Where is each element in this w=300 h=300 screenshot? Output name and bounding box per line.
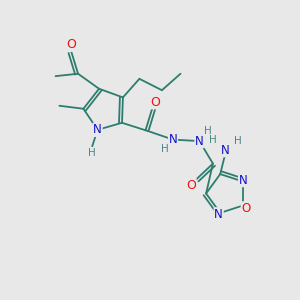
Text: H: H — [88, 148, 96, 158]
Text: N: N — [93, 123, 102, 136]
Text: O: O — [67, 38, 76, 51]
Text: N: N — [169, 133, 177, 146]
Text: N: N — [214, 208, 223, 221]
Text: O: O — [242, 202, 250, 215]
Text: O: O — [150, 96, 160, 109]
Text: H: H — [204, 127, 212, 136]
Text: N: N — [221, 144, 230, 157]
Text: H: H — [234, 136, 242, 146]
Text: H: H — [209, 135, 217, 145]
Text: N: N — [238, 173, 247, 187]
Text: O: O — [186, 179, 196, 192]
Text: H: H — [161, 144, 169, 154]
Text: N: N — [195, 135, 204, 148]
